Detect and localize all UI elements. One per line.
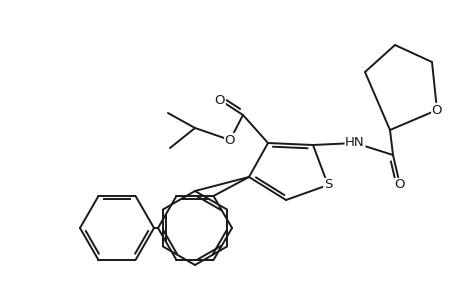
Text: O: O	[431, 103, 441, 116]
Text: O: O	[394, 178, 404, 191]
Text: O: O	[214, 94, 225, 106]
Text: S: S	[323, 178, 331, 191]
Text: O: O	[224, 134, 235, 146]
Text: HN: HN	[344, 136, 364, 149]
